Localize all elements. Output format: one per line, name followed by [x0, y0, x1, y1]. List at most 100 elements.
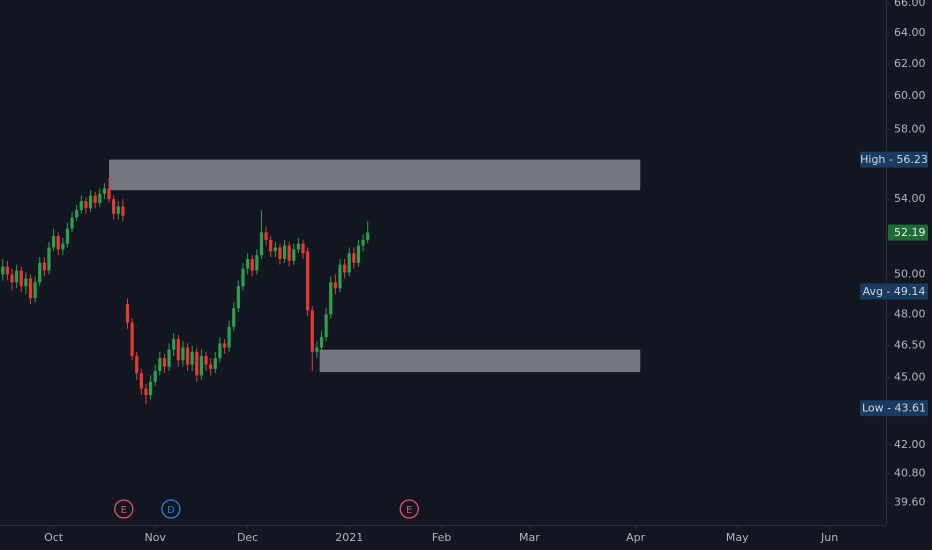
- candle-body: [209, 364, 213, 369]
- candle-body: [199, 356, 204, 376]
- candle-body: [158, 358, 162, 372]
- candle-body: [162, 358, 167, 367]
- event-label: E: [121, 505, 127, 516]
- event-marker: [114, 499, 134, 519]
- candle-body: [204, 356, 208, 365]
- candle-body: [227, 326, 231, 348]
- candle-body: [213, 358, 217, 369]
- candle-body: [269, 239, 273, 252]
- last-price-box: [888, 224, 928, 241]
- candle-body: [255, 255, 259, 271]
- candle-body: [333, 282, 337, 289]
- candle-body: [98, 193, 102, 203]
- price-label: High - 56.23: [860, 153, 928, 166]
- candle-body: [218, 343, 222, 359]
- event-label: D: [167, 505, 175, 516]
- candle-body: [195, 351, 199, 376]
- candle-body: [130, 322, 134, 357]
- y-tick-label: 40.80: [894, 466, 926, 479]
- candle-body: [190, 351, 194, 365]
- candle-body: [88, 195, 93, 209]
- price-label-box: [860, 400, 928, 417]
- candle-body: [245, 258, 250, 269]
- candle-body: [93, 195, 97, 203]
- candle-body: [176, 339, 180, 361]
- y-tick-label: 58.00: [894, 122, 926, 135]
- candle-body: [121, 206, 125, 216]
- candle-body: [47, 247, 51, 271]
- candle-body: [65, 228, 70, 244]
- candle-body: [259, 232, 264, 256]
- candle-body: [264, 232, 268, 240]
- candle-body: [310, 310, 314, 352]
- y-tick-label: 60.00: [894, 89, 926, 102]
- candle-body: [282, 245, 287, 259]
- y-tick-label: 42.00: [894, 438, 926, 451]
- y-tick-label: 48.00: [894, 307, 926, 320]
- candle-body: [112, 199, 116, 214]
- candle-body: [278, 247, 282, 259]
- y-tick-label: 46.50: [894, 338, 926, 351]
- candle-body: [324, 314, 328, 338]
- candle-body: [222, 343, 227, 348]
- y-tick-label: 66.00: [894, 0, 926, 9]
- event-marker: [161, 499, 181, 519]
- candle-body: [144, 388, 148, 396]
- candle-body: [361, 239, 365, 246]
- x-tick-label: Jun: [820, 531, 838, 544]
- candle-body: [181, 347, 185, 361]
- candle-body: [33, 282, 37, 299]
- candle-body: [329, 282, 333, 315]
- candle-body: [139, 373, 143, 389]
- y-tick-label: 64.00: [894, 26, 926, 39]
- x-tick-label: 2021: [335, 531, 363, 544]
- candle-body: [241, 268, 245, 287]
- candle-body: [10, 274, 14, 283]
- candle-body: [38, 262, 42, 283]
- x-tick-label: Mar: [519, 531, 540, 544]
- candle-body: [342, 264, 347, 273]
- candle-body: [292, 249, 296, 261]
- candle-body: [125, 304, 130, 323]
- candle-body: [84, 201, 88, 209]
- event-label: E: [406, 505, 412, 516]
- candle-body: [19, 270, 23, 287]
- candle-body: [5, 266, 10, 275]
- candle-body: [250, 258, 254, 271]
- candle-body: [185, 347, 190, 365]
- candle-body: [172, 339, 176, 350]
- event-marker: [399, 499, 419, 519]
- y-tick-label: 54.00: [894, 192, 926, 205]
- candle-body: [116, 206, 120, 214]
- y-tick-label: 50.00: [894, 267, 926, 280]
- candle-body: [236, 286, 240, 309]
- candle-body: [56, 236, 60, 250]
- price-label-box: [860, 151, 928, 168]
- candle-body: [135, 356, 139, 374]
- x-tick-label: Feb: [432, 531, 451, 544]
- candle-body: [319, 337, 324, 348]
- x-tick-label: Apr: [626, 531, 646, 544]
- candle-body: [356, 245, 361, 263]
- candle-body: [102, 188, 107, 194]
- candle-body: [366, 232, 370, 240]
- y-tick-label: 39.60: [894, 496, 926, 509]
- last-price-label: 52.19: [894, 226, 926, 239]
- candle-body: [107, 188, 111, 200]
- candle-body: [301, 243, 305, 254]
- y-tick-label: 62.00: [894, 57, 926, 70]
- x-tick-label: May: [726, 531, 749, 544]
- candle-body: [24, 278, 28, 287]
- x-tick-label: Nov: [144, 531, 166, 544]
- candle-body: [296, 243, 301, 250]
- candle-body: [347, 253, 351, 273]
- candle-body: [75, 210, 79, 218]
- zone: [109, 159, 641, 191]
- candle-body: [61, 243, 65, 250]
- candle-body: [338, 264, 342, 289]
- candle-body: [352, 253, 356, 263]
- candle-body: [42, 262, 46, 271]
- candle-body: [167, 349, 171, 367]
- price-label: Avg - 49.14: [863, 285, 926, 298]
